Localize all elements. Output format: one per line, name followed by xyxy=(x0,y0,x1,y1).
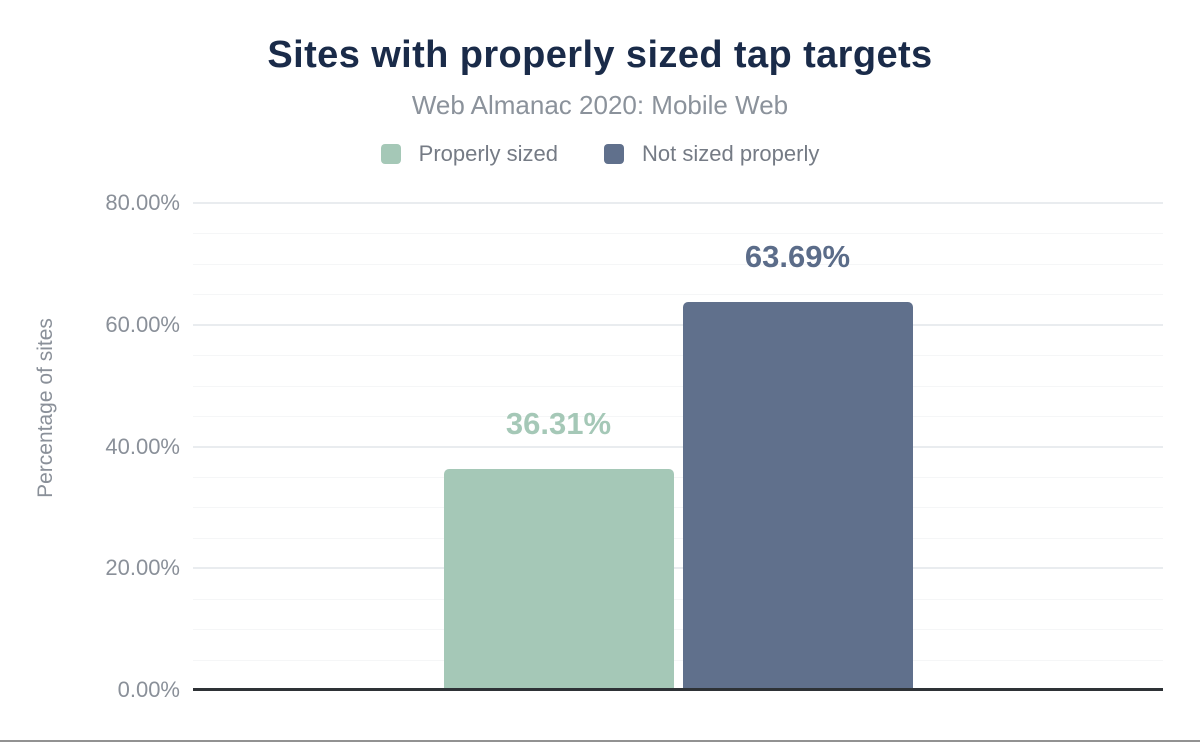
y-tick-label-80: 80.00% xyxy=(105,190,180,215)
y-tick-label-0: 0.00% xyxy=(117,677,180,702)
x-axis-line xyxy=(193,688,1163,691)
bar-properly-sized[interactable] xyxy=(443,468,674,690)
y-axis-ticks: 0.00% 20.00% 40.00% 60.00% 80.00% xyxy=(0,190,180,702)
chart-subtitle: Web Almanac 2020: Mobile Web xyxy=(411,90,789,120)
bar-value-label-not-sized-properly: 63.69% xyxy=(744,239,851,275)
page-bottom-border xyxy=(0,740,1200,742)
gridline-20 xyxy=(193,567,1163,570)
gridline-30 xyxy=(193,507,1163,509)
gridline-50 xyxy=(193,385,1163,387)
gridline-10 xyxy=(193,629,1163,631)
gridline-60 xyxy=(193,323,1163,326)
gridline-75 xyxy=(193,233,1163,235)
y-tick-label-20: 20.00% xyxy=(105,555,180,581)
y-tick-label-60: 60.00% xyxy=(105,311,180,337)
legend-item-not-sized-properly: Not sized properly xyxy=(604,141,819,167)
bar-value-label-properly-sized: 36.31% xyxy=(505,405,612,441)
gridline-65 xyxy=(193,294,1163,296)
gridline-45 xyxy=(193,416,1163,418)
chart-title: Sites with properly sized tap targets xyxy=(267,34,933,76)
gridline-35 xyxy=(193,476,1163,478)
legend-swatch-properly-sized xyxy=(380,144,401,164)
gridline-25 xyxy=(193,537,1163,539)
gridline-5 xyxy=(193,659,1163,661)
plot-area: 36.31% 63.69% xyxy=(193,202,1163,690)
gridline-40 xyxy=(193,445,1163,448)
gridline-70 xyxy=(193,263,1163,265)
bar-not-sized-properly[interactable] xyxy=(682,302,913,690)
legend-swatch-not-sized-properly xyxy=(604,144,625,164)
gridline-55 xyxy=(193,355,1163,357)
gridline-15 xyxy=(193,598,1163,600)
legend-label: Not sized properly xyxy=(642,141,820,166)
legend: Properly sized Not sized properly xyxy=(0,141,1200,167)
gridline-80 xyxy=(193,202,1163,204)
legend-item-properly-sized: Properly sized xyxy=(380,141,559,167)
legend-label: Properly sized xyxy=(418,141,559,166)
y-tick-label-40: 40.00% xyxy=(105,433,180,459)
